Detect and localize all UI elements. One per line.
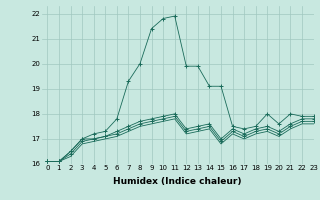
- X-axis label: Humidex (Indice chaleur): Humidex (Indice chaleur): [113, 177, 242, 186]
